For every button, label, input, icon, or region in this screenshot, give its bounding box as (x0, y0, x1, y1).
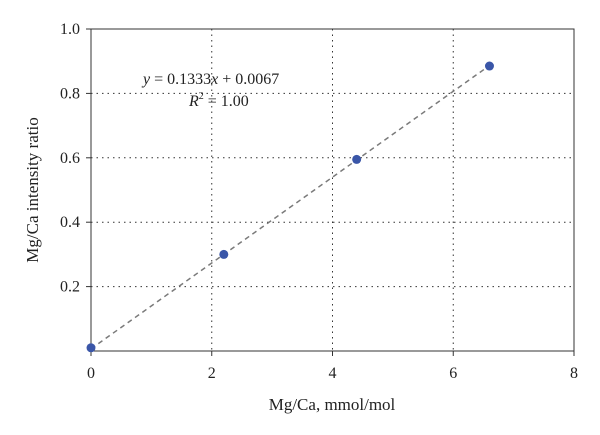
data-points (86, 61, 494, 353)
data-point (484, 61, 494, 71)
x-tick-label: 0 (87, 365, 95, 382)
x-tick-label: 4 (329, 365, 337, 382)
x-tick-label: 2 (208, 365, 216, 382)
r-squared-label: R2 = 1.00 (188, 91, 249, 110)
y-tick-label: 0.4 (60, 214, 80, 231)
data-point (86, 343, 96, 353)
y-tick-label: 0.2 (60, 279, 80, 296)
x-tick-label: 6 (449, 365, 457, 382)
linear-fit-line (90, 64, 490, 350)
data-point (352, 154, 362, 164)
equation-label: y = 0.1333x + 0.0067 (141, 71, 279, 88)
x-tick-label: 8 (570, 365, 578, 382)
x-axis-title: Mg/Ca, mmol/mol (269, 395, 396, 414)
trendline (90, 64, 490, 350)
y-axis-title: Mg/Ca intensity ratio (23, 117, 42, 262)
axis-ticks (86, 28, 575, 356)
data-point (219, 249, 229, 259)
y-tick-label: 1.0 (60, 21, 80, 38)
y-tick-label: 0.8 (60, 85, 80, 102)
y-tick-label: 0.6 (60, 150, 80, 167)
grid-lines (91, 29, 574, 351)
